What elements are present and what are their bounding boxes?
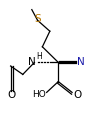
Text: O: O [8, 90, 16, 100]
Text: S: S [34, 14, 41, 24]
Text: N: N [28, 57, 36, 67]
Text: O: O [74, 90, 82, 100]
Text: H: H [36, 52, 42, 61]
Text: HO: HO [32, 90, 46, 99]
Text: N: N [77, 57, 85, 67]
